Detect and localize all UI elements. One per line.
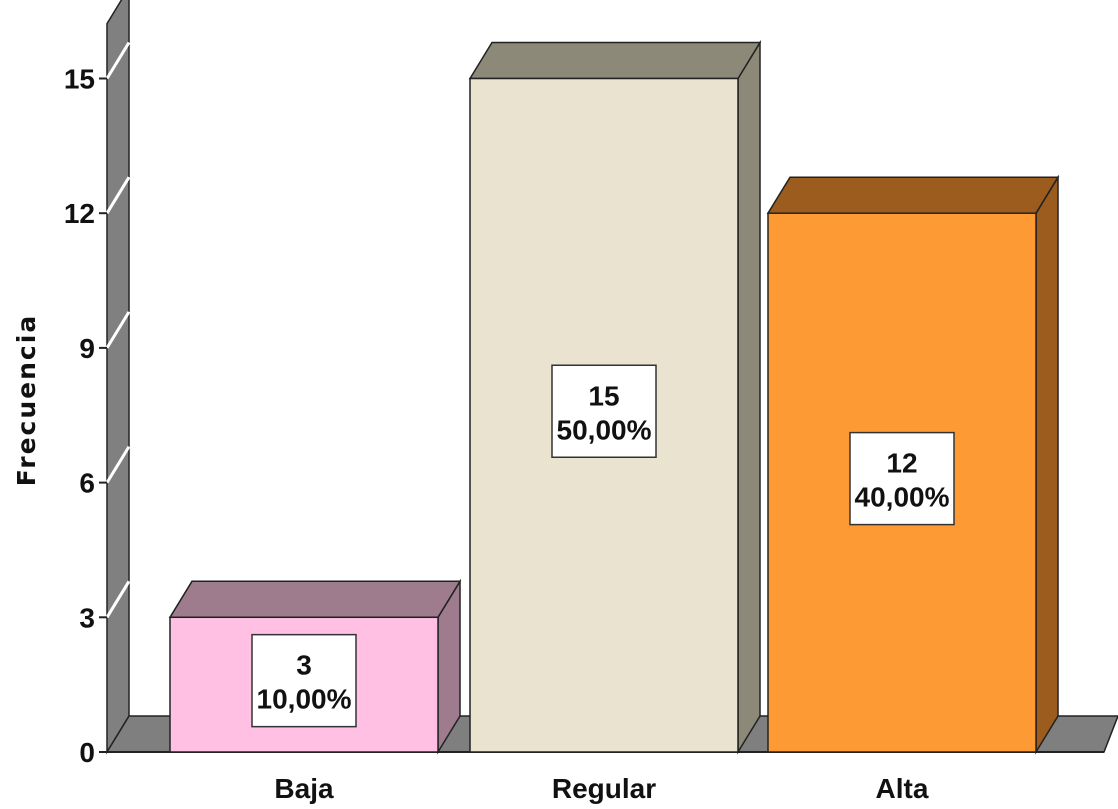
x-category-label-regular: Regular xyxy=(552,773,656,804)
x-category-label-alta: Alta xyxy=(876,773,929,804)
y-tick-label-0: 0 xyxy=(79,737,95,768)
y-gridline-6 xyxy=(105,445,131,484)
data-label-box xyxy=(251,633,357,728)
data-label-value: 12 xyxy=(886,448,917,479)
y-tick-label-6: 6 xyxy=(79,468,95,499)
y-tick-label-12: 12 xyxy=(64,198,95,229)
data-label-percent: 40,00% xyxy=(855,482,950,513)
bar-side-face xyxy=(737,39,761,755)
y-gridline-15 xyxy=(105,41,131,80)
data-label-percent: 50,00% xyxy=(557,414,652,445)
y-gridline-3 xyxy=(105,580,131,619)
y-axis-label: Frecuencia xyxy=(12,314,41,486)
data-label-box xyxy=(551,364,657,458)
data-label-percent: 10,00% xyxy=(257,684,352,715)
x-axis-categories: Baja Regular Alta xyxy=(274,773,928,804)
data-label-value: 15 xyxy=(588,380,619,411)
bar-side-face xyxy=(1035,174,1059,755)
y-gridline-9 xyxy=(105,311,131,349)
data-label-value: 3 xyxy=(296,650,312,681)
bar-baja: 310,00% xyxy=(168,578,462,755)
side-wall xyxy=(106,0,130,755)
y-gridline-12 xyxy=(105,176,131,214)
bar-top-face xyxy=(766,176,1060,214)
y-axis-ticks: 0 3 6 9 12 15 xyxy=(64,41,131,768)
data-label-box xyxy=(849,431,955,526)
bar-top-face xyxy=(468,41,762,80)
y-tick-label-15: 15 xyxy=(64,64,95,95)
y-tick-label-9: 9 xyxy=(79,333,95,364)
x-category-label-baja: Baja xyxy=(274,773,334,804)
y-tick-label-3: 3 xyxy=(79,602,95,633)
bar-top-face xyxy=(168,580,462,619)
